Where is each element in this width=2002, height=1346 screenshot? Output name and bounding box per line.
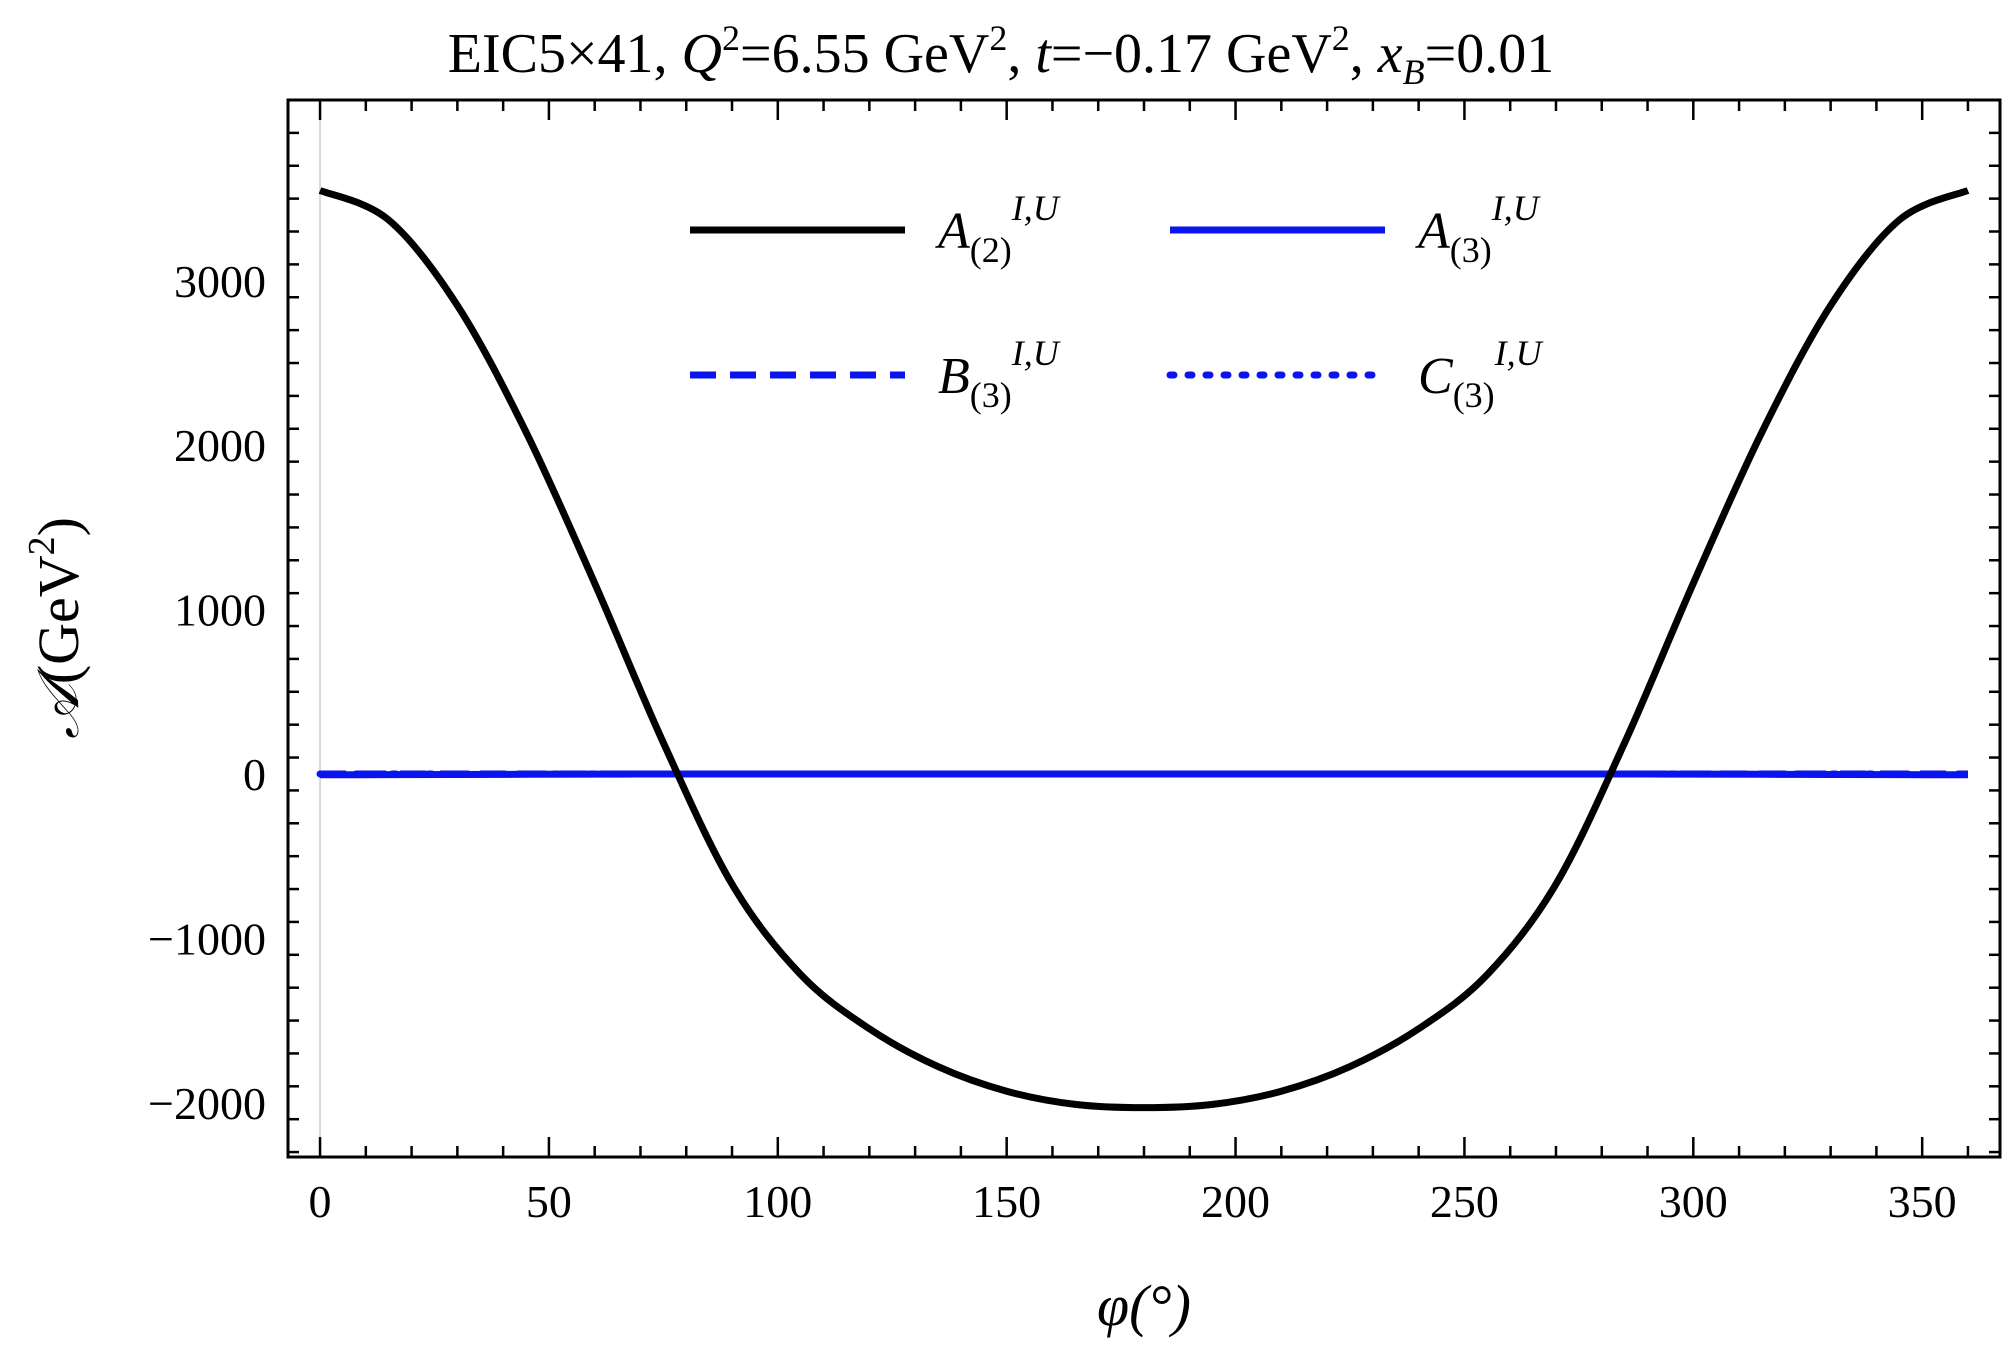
y-tick-label: 0 <box>243 749 266 800</box>
tick-labels: 0 50 100 150 200 250 300 350 −2000 −1000 0 1000 2000… <box>148 256 1957 1227</box>
title-x-sub: B <box>1403 52 1425 92</box>
title-mid: , <box>1007 23 1035 85</box>
title-q-sup: 2 <box>722 18 740 58</box>
y-tick-label: −1000 <box>148 913 266 964</box>
x-tick-label: 100 <box>743 1176 812 1227</box>
legend-label-1: A(2)I,U <box>935 188 1061 270</box>
x-tick-label: 0 <box>309 1176 332 1227</box>
title-x-val: =0.01 <box>1425 23 1555 85</box>
title-t: t <box>1035 23 1052 85</box>
y-axis-unit-sup: 2 <box>21 536 63 555</box>
title-x: x <box>1377 23 1403 85</box>
legend: A(2)I,U A(3)I,U B(3)I,U C(3)I,U <box>690 188 1544 415</box>
x-tick-label: 350 <box>1888 1176 1957 1227</box>
series-line-2 <box>320 770 1968 779</box>
y-tick-label: 3000 <box>174 256 266 307</box>
x-tick-label: 50 <box>526 1176 572 1227</box>
title-t-val: =−0.17 GeV <box>1051 23 1332 85</box>
y-axis-label: 𝒜(GeV2) <box>21 517 91 739</box>
y-axis-close: ) <box>26 517 91 536</box>
x-tick-label: 200 <box>1201 1176 1270 1227</box>
tick-marks <box>288 100 2000 1157</box>
chart-title: EIC5×41, Q2=6.55 GeV2, t=−0.17 GeV2, xB=… <box>448 18 1555 92</box>
title-t-unit-sup: 2 <box>1332 18 1350 58</box>
x-tick-label: 150 <box>972 1176 1041 1227</box>
svg-text:𝒜(GeV2): 𝒜(GeV2) <box>21 517 91 739</box>
x-tick-label: 300 <box>1659 1176 1728 1227</box>
x-tick-label: 250 <box>1430 1176 1499 1227</box>
series-layer <box>316 187 1972 1112</box>
x-axis-label: φ(°) <box>1097 1273 1191 1338</box>
title-q-unit-sup: 2 <box>989 18 1007 58</box>
title-q-val: =6.55 GeV <box>740 23 989 85</box>
y-tick-label: 2000 <box>174 420 266 471</box>
title-sep: , <box>1350 23 1378 85</box>
title-lead: EIC5×41, <box>448 23 682 85</box>
y-axis-unit: (GeV <box>26 555 91 684</box>
y-tick-label: 1000 <box>174 585 266 636</box>
y-tick-label: −2000 <box>148 1078 266 1129</box>
legend-label-4: C(3)I,U <box>1418 333 1544 415</box>
title-q: Q <box>682 23 722 85</box>
plot-frame <box>286 98 2002 1159</box>
legend-label-3: B(3)I,U <box>938 333 1061 415</box>
series-line-1 <box>318 187 1970 1112</box>
legend-label-2: A(3)I,U <box>1415 188 1541 270</box>
